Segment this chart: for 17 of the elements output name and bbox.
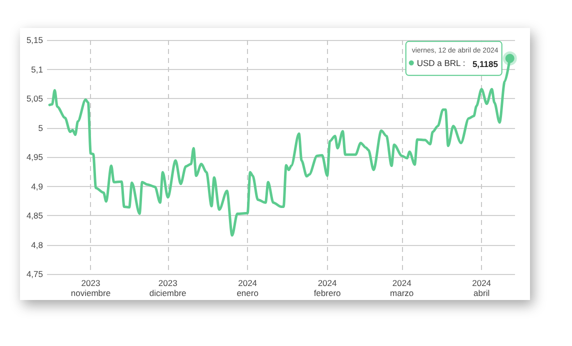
y-tick-label: 4,95	[26, 152, 44, 162]
y-tick-label: 4,85	[26, 210, 44, 220]
y-tick-label: 4,9	[31, 181, 44, 192]
y-tick-label: 5,05	[26, 94, 44, 104]
y-tick-label: 5	[38, 122, 44, 133]
x-tick-label: 2024 febrero	[314, 278, 342, 298]
x-tick-label: 2023 diciembre	[149, 278, 187, 298]
y-tick-label: 5,15	[26, 35, 44, 45]
x-tick-label: 2023 noviembre	[70, 278, 111, 298]
y-tick-label: 4,75	[26, 269, 44, 279]
x-tick-label: 2024 abril	[472, 278, 492, 298]
x-tick-label: 2024 marzo	[390, 278, 414, 298]
y-tick-label: 4,8	[31, 240, 44, 250]
legend-label: USD a BRL :	[416, 58, 466, 68]
y-tick-label: 5,1	[31, 64, 44, 74]
x-tick-label: 2024 enero	[236, 278, 259, 298]
data-label: 5,1185	[472, 58, 498, 69]
